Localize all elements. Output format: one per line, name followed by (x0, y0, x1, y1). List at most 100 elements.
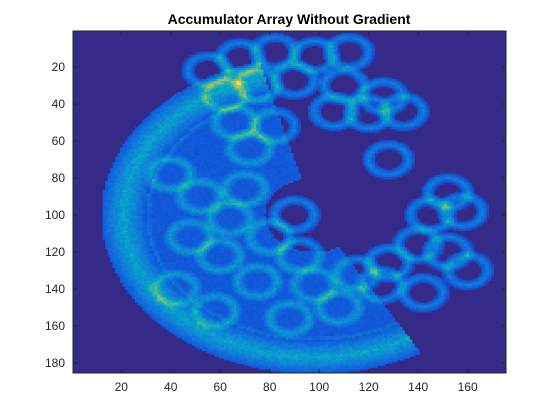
heatmap-cell (364, 92, 368, 95)
heatmap-cell (218, 47, 222, 50)
heatmap-cell (362, 108, 366, 111)
heatmap-cell (298, 51, 301, 54)
heatmap-cell (186, 71, 190, 74)
heatmap-cell (315, 42, 319, 45)
heatmap-cell (199, 92, 203, 95)
heatmap-cell (263, 32, 267, 36)
heatmap-cell (226, 110, 230, 113)
heatmap-cell (382, 99, 386, 102)
heatmap-cell (280, 38, 284, 41)
heatmap-cell (308, 79, 311, 82)
heatmap-cell (342, 73, 346, 76)
heatmap-cell (243, 97, 247, 100)
heatmap-cell (171, 125, 175, 128)
heatmap-cell (345, 97, 348, 100)
heatmap-cell (367, 125, 371, 128)
heatmap-cell (325, 66, 329, 69)
heatmap-cell (350, 64, 353, 67)
heatmap-cell (352, 66, 356, 69)
heatmap-cell (209, 56, 212, 60)
heatmap-cell (248, 79, 252, 82)
heatmap-cell (397, 90, 400, 93)
heatmap-cell (184, 103, 188, 106)
heatmap-cell (330, 45, 334, 48)
heatmap-cell (268, 88, 272, 91)
heatmap-cell (295, 58, 299, 61)
heatmap-cell (293, 67, 297, 71)
heatmap-cell (399, 128, 403, 132)
heatmap-cell (290, 128, 294, 132)
heatmap-cell (233, 92, 237, 95)
heatmap-cell (268, 66, 272, 69)
heatmap-cell (214, 77, 217, 80)
heatmap-cell (184, 114, 188, 117)
heatmap-cell (258, 114, 262, 117)
heatmap-cell (327, 60, 331, 63)
heatmap-cell (221, 114, 225, 117)
heatmap-cell (377, 99, 381, 102)
heatmap-cell (196, 116, 200, 119)
heatmap-cell (263, 103, 267, 106)
heatmap-cell (233, 42, 237, 45)
heatmap-cell (246, 92, 250, 95)
heatmap-cell (310, 103, 314, 106)
heatmap-cell (268, 119, 272, 122)
heatmap-cell (248, 90, 252, 93)
heatmap-cell (325, 77, 329, 80)
heatmap-cell (218, 56, 222, 60)
heatmap-cell (157, 121, 160, 124)
heatmap-cell (159, 123, 163, 126)
heatmap-cell (332, 99, 336, 102)
heatmap-cell (261, 38, 264, 41)
heatmap-cell (201, 56, 205, 60)
heatmap-cell (369, 80, 373, 84)
heatmap-cell (372, 106, 376, 109)
heatmap-cell (295, 47, 299, 50)
heatmap-cell (228, 110, 232, 113)
heatmap-cell (322, 55, 326, 58)
heatmap-cell (248, 42, 252, 45)
heatmap-cell (347, 110, 351, 113)
heatmap-cell (238, 71, 242, 74)
heatmap-cell (179, 101, 183, 104)
heatmap-cell (189, 106, 193, 109)
heatmap-cell (265, 36, 269, 39)
heatmap-cell (273, 92, 277, 95)
heatmap-cell (330, 88, 334, 91)
heatmap-cell (360, 92, 363, 95)
heatmap-cell (337, 53, 341, 56)
heatmap-cell (372, 121, 376, 124)
heatmap-cell (352, 62, 356, 65)
heatmap-cell (278, 40, 282, 43)
heatmap-cell (273, 79, 277, 82)
heatmap-cell (233, 38, 237, 41)
heatmap-cell (377, 110, 381, 113)
heatmap-cell (268, 97, 272, 100)
heatmap-cell (280, 40, 284, 43)
heatmap-cell (199, 123, 203, 126)
heatmap-cell (201, 79, 205, 82)
heatmap-cell (236, 114, 240, 117)
heatmap-cell (384, 95, 388, 98)
heatmap-cell (278, 79, 282, 82)
heatmap-cell (374, 106, 378, 109)
heatmap-cell (278, 90, 282, 93)
heatmap-cell (369, 104, 373, 108)
heatmap-cell (241, 123, 245, 126)
heatmap-cell (228, 49, 232, 52)
heatmap-cell (186, 80, 190, 84)
heatmap-cell (174, 123, 178, 126)
heatmap-cell (223, 112, 227, 115)
heatmap-cell (325, 40, 329, 43)
heatmap-cell (223, 71, 227, 74)
heatmap-cell (137, 130, 141, 134)
heatmap-cell (298, 58, 301, 61)
heatmap-cell (293, 53, 297, 56)
heatmap-cell (258, 36, 262, 39)
heatmap-cell (199, 130, 203, 134)
heatmap-cell (181, 119, 185, 122)
heatmap-cell (238, 82, 242, 85)
heatmap-cell (362, 127, 366, 130)
heatmap-cell (231, 128, 235, 132)
heatmap-cell (154, 114, 158, 117)
